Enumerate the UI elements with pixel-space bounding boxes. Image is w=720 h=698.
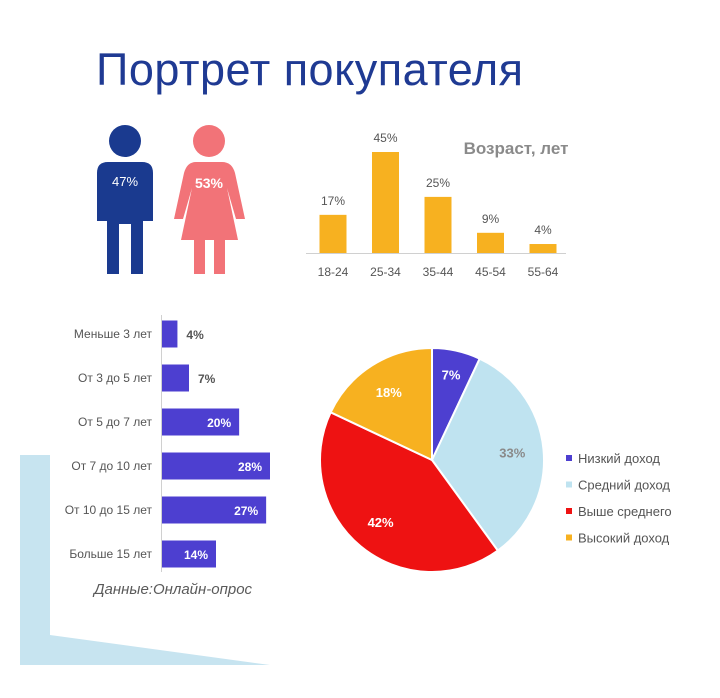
decor-shape (20, 455, 270, 665)
experience-bar (162, 540, 216, 568)
age-chart-title: Возраст, лет (464, 139, 569, 158)
legend-swatch (566, 534, 572, 541)
legend-swatch (566, 455, 572, 461)
experience-bar (162, 364, 189, 392)
legend-entry: Низкий доход (578, 451, 660, 466)
age-tick-label: 25-34 (370, 265, 401, 279)
age-tick-label: 45-54 (475, 265, 506, 279)
pie-slice (319, 410, 500, 573)
experience-bar-label: 20% (207, 416, 231, 430)
age-tick-label: 18-24 (318, 265, 349, 279)
legend-swatch (566, 481, 572, 488)
experience-tick-label: Меньше 3 лет (74, 327, 153, 341)
experience-bar-label: 4% (186, 328, 204, 342)
age-tick-label: 35-44 (423, 265, 454, 279)
experience-tick-label: От 10 до 15 лет (65, 503, 153, 517)
female-head (193, 125, 225, 157)
page-title: Портрет покупателя (96, 44, 524, 95)
legend-entry: Высокий доход (578, 531, 670, 546)
pie-slice-label: 33% (499, 445, 525, 460)
experience-bar (162, 452, 270, 480)
legend-swatch (566, 508, 572, 514)
experience-bar-label: 7% (198, 372, 216, 386)
male-head (109, 125, 141, 157)
legend-entry: Средний доход (578, 478, 670, 493)
pie-slice (430, 357, 545, 553)
data-source-note: Данные:Онлайн-опрос (94, 581, 253, 598)
pie-slice (329, 346, 433, 462)
age-bar (529, 244, 557, 253)
male-percent-label: 47% (112, 174, 138, 189)
experience-bar (162, 320, 178, 348)
experience-tick-label: От 5 до 7 лет (78, 415, 152, 429)
experience-tick-label: От 7 до 10 лет (71, 459, 152, 473)
experience-tick-label: От 3 до 5 лет (78, 371, 152, 385)
female-percent-label: 53% (195, 175, 224, 191)
age-bar-label: 9% (482, 212, 500, 226)
age-tick-label: 55-64 (528, 265, 559, 279)
age-bar-label: 17% (321, 194, 345, 208)
pie-slice-label: 18% (376, 385, 402, 400)
experience-bar-label: 27% (234, 504, 258, 518)
age-bar-label: 45% (373, 131, 397, 145)
experience-bar (162, 496, 267, 524)
legend-entry: Выше среднего (578, 504, 672, 519)
experience-bar-label: 14% (184, 548, 208, 562)
age-bar (477, 232, 504, 253)
age-bar-label: 4% (534, 223, 552, 237)
age-bar-label: 25% (426, 176, 450, 190)
female-body (174, 162, 245, 274)
experience-bar (162, 408, 240, 436)
pie-slice-label: 42% (368, 515, 394, 530)
age-bar (372, 152, 399, 253)
experience-tick-label: Больше 15 лет (69, 547, 152, 561)
male-figure (97, 125, 153, 274)
age-bar (319, 214, 347, 253)
pie-slice-label: 7% (442, 368, 461, 383)
female-figure (174, 125, 245, 274)
experience-bar-label: 28% (238, 460, 262, 474)
decor-mask (0, 455, 270, 698)
age-bar (424, 196, 452, 253)
male-body (97, 162, 153, 274)
